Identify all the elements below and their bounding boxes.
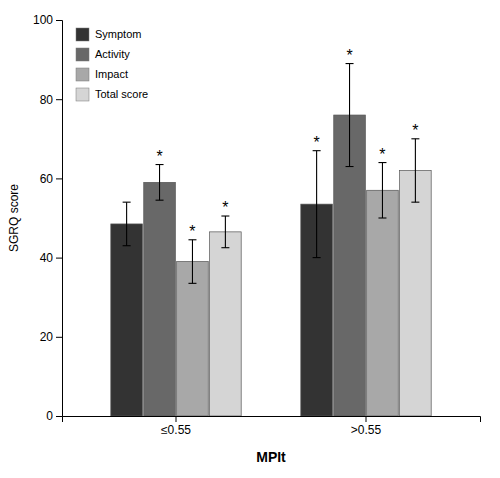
legend-swatch	[76, 48, 89, 61]
legend-item: Total score	[76, 88, 148, 101]
annotation: *	[412, 122, 418, 139]
y-tick: 40	[40, 251, 62, 265]
annotations: * * * * * * *	[156, 47, 418, 240]
annotation: *	[156, 148, 162, 165]
error-bar	[188, 240, 196, 284]
error-stem	[382, 163, 383, 218]
annotation: *	[379, 146, 385, 163]
error-cap-bottom	[123, 245, 131, 246]
plot: 0 20 40 60 80 100 ≤0.55 >0.55 * * * * * * * Symptom Acti…	[33, 13, 481, 436]
bar	[400, 170, 432, 416]
legend: Symptom Activity Impact Total score	[76, 28, 148, 101]
y-tick: 100	[33, 13, 62, 27]
error-stem	[349, 64, 350, 167]
annotation: *	[222, 199, 228, 216]
x-tick-mark	[366, 416, 367, 422]
annotation: *	[314, 134, 320, 151]
legend-label: Activity	[95, 48, 130, 60]
y-tick-mark	[56, 416, 62, 417]
legend-swatch	[76, 88, 89, 101]
error-bar	[411, 139, 419, 202]
y-tick: 60	[40, 172, 62, 186]
error-bar	[346, 64, 354, 167]
legend-label: Total score	[95, 88, 148, 100]
y-tick-label: 80	[40, 93, 54, 107]
annotation: *	[189, 223, 195, 240]
y-tick-mark	[56, 20, 62, 21]
y-tick: 20	[40, 330, 62, 344]
error-cap-bottom	[188, 283, 196, 284]
x-tick-label: ≤0.55	[161, 423, 191, 437]
error-stem	[126, 202, 127, 246]
bar	[111, 224, 143, 416]
error-cap-bottom	[156, 200, 164, 201]
y-tick: 0	[46, 409, 62, 423]
legend-item: Impact	[76, 68, 128, 81]
y-axis-title: SGRQ score	[7, 184, 21, 252]
y-tick-label: 100	[33, 13, 53, 27]
y-tick: 80	[40, 93, 62, 107]
error-stem	[159, 165, 160, 201]
y-tick-label: 40	[40, 251, 54, 265]
error-cap-bottom	[411, 202, 419, 203]
bar	[177, 262, 209, 416]
error-stem	[415, 139, 416, 202]
y-tick-mark	[56, 178, 62, 179]
legend-label: Symptom	[95, 28, 141, 40]
legend-swatch	[76, 28, 89, 41]
error-cap-top	[123, 202, 131, 203]
legend-item: Symptom	[76, 28, 141, 41]
x-tick: >0.55	[351, 416, 382, 437]
error-stem	[192, 240, 193, 284]
annotation: *	[346, 47, 352, 64]
y-tick-mark	[56, 258, 62, 259]
x-tick-mark	[176, 416, 177, 422]
marks	[111, 64, 431, 416]
legend-swatch	[76, 68, 89, 81]
error-cap-bottom	[346, 166, 354, 167]
x-tick: ≤0.55	[161, 416, 191, 437]
y-tick-mark	[56, 337, 62, 338]
legend-item: Activity	[76, 48, 130, 61]
x-axis: ≤0.55 >0.55	[63, 416, 481, 437]
y-tick-label: 60	[40, 172, 54, 186]
error-cap-bottom	[378, 217, 386, 218]
y-axis: 0 20 40 60 80 100	[33, 13, 63, 423]
error-bar	[123, 202, 131, 246]
error-bar	[378, 163, 386, 218]
x-axis-line	[63, 417, 481, 423]
x-tick-label: >0.55	[351, 423, 382, 437]
bar	[210, 232, 242, 416]
legend-label: Impact	[95, 68, 128, 80]
x-axis-title: MPIt	[256, 449, 286, 465]
error-stem	[225, 216, 226, 248]
y-tick-mark	[56, 99, 62, 100]
y-axis-line	[56, 21, 63, 417]
error-stem	[316, 151, 317, 258]
bars	[111, 115, 431, 416]
error-bar	[313, 151, 321, 258]
bar	[367, 190, 399, 416]
y-tick-label: 20	[40, 330, 54, 344]
error-bars	[123, 64, 420, 284]
error-cap-bottom	[313, 257, 321, 258]
error-cap-bottom	[221, 247, 229, 248]
bar	[144, 182, 176, 416]
y-tick-label: 0	[46, 409, 53, 423]
error-bar	[156, 165, 164, 201]
chart: 0 20 40 60 80 100 ≤0.55 >0.55 * * * * * * * Symptom Acti…	[0, 0, 500, 478]
error-bar	[221, 216, 229, 248]
